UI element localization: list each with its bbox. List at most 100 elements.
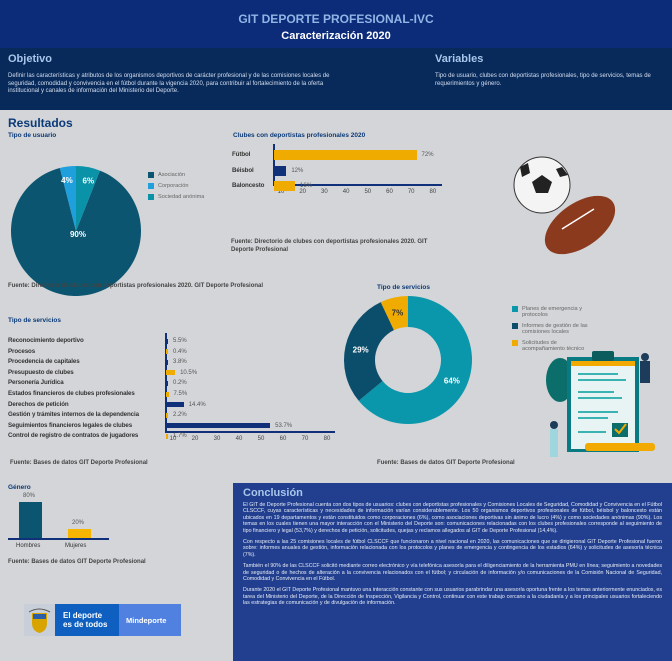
x-tick-label: 20 (299, 189, 307, 195)
sports-balls-illustration (513, 156, 616, 255)
donut-slice-0 (358, 296, 472, 424)
header: GIT DEPORTE PROFESIONAL-IVC Caracterizac… (0, 0, 672, 48)
bar (166, 349, 168, 355)
value-label: 14.4% (188, 401, 206, 408)
pie-label: 4% (61, 176, 73, 185)
value-label: 80% (23, 493, 36, 499)
value-label: 16% (300, 183, 313, 189)
conclusion-title: Conclusión (243, 487, 303, 499)
value-label: 2.2% (173, 412, 187, 419)
legend-label: Informes de gestión de las comisiones lo… (522, 323, 588, 335)
legend-label: Asociación (158, 172, 186, 178)
objective-band: Objetivo Definir las características y a… (0, 48, 672, 110)
pie-slice-0 (10, 168, 141, 296)
y-axis-line (273, 144, 275, 184)
x-tick-label: 60 (386, 189, 393, 195)
x-tick-label: 10 (169, 436, 177, 442)
bar (166, 359, 168, 365)
conclusion-paragraph: También el 90% de las CLSCCF solicitó me… (243, 563, 662, 583)
legend-label: Solicitudes de acompañamiento técnico (522, 340, 585, 352)
page-subtitle: Caracterización 2020 (281, 30, 391, 42)
x-tick-label: 30 (321, 189, 328, 195)
value-label: 72% (421, 152, 434, 158)
value-label: 1.7% (173, 433, 187, 440)
category-label: Procesos (8, 347, 36, 355)
user-type-legend: Asociación Corporación Sociedad anónima (148, 172, 228, 205)
category-label: Fútbol (232, 151, 251, 158)
value-label: 53.7% (275, 422, 293, 429)
donut-source: Fuente: Bases de datos GIT Deporte Profe… (377, 460, 515, 466)
value-label: 3.8% (173, 359, 187, 366)
donut-label: 64% (444, 377, 460, 386)
donut-label: 29% (353, 345, 369, 354)
category-label: Presupuesto de clubes (8, 368, 74, 376)
x-tick-label: 50 (364, 189, 372, 195)
bar (166, 433, 168, 439)
conclusion-paragraph: El GIT de Deporte Profesional cuenta con… (243, 502, 662, 534)
x-axis-line (273, 184, 442, 186)
bar (274, 150, 417, 160)
legend-label: Planes de emergencia y protocolos (522, 306, 583, 318)
donut-title: Tipo de servicios (377, 284, 430, 291)
bar (166, 412, 168, 418)
legend-item: Asociación (148, 172, 228, 178)
bar (274, 181, 296, 191)
bar (274, 165, 287, 176)
legend-item: Corporación (148, 183, 228, 189)
x-tick-label: 40 (235, 436, 243, 442)
bar (166, 402, 184, 408)
clubs-bar-chart: 10 20 30 40 50 60 70 80 Fútbol 72% Béisbol 12% Balon… (0, 0, 672, 240)
user-type-pie: 90% 4% 6% (10, 166, 141, 296)
donut-slice-1 (344, 302, 394, 401)
pie-label: 6% (83, 176, 95, 185)
value-label: 0.4% (173, 348, 187, 355)
bar (166, 423, 271, 429)
conclusion-box: Conclusión El GIT de Deporte Profesional… (233, 483, 672, 661)
category-label: Personería Jurídica (8, 379, 64, 387)
x-axis-line (8, 538, 109, 540)
donut-label: 7% (392, 309, 404, 318)
category-label: Control de registro de contratos de juga… (8, 432, 139, 440)
pie-slice-2 (76, 166, 100, 231)
gender-title: Género (8, 484, 31, 491)
category-label: Procedencia de capitales (8, 358, 80, 366)
page-title: GIT DEPORTE PROFESIONAL-IVC (238, 12, 434, 26)
slogan-line1: El deporte (63, 611, 103, 620)
x-tick-label: 60 (279, 436, 287, 442)
bar (19, 502, 42, 538)
legend-label: Corporación (158, 183, 189, 189)
gender-bar-chart: 80% Hombres 20% Mujeres (0, 0, 232, 560)
legend-swatch (148, 183, 154, 189)
bar (68, 529, 91, 538)
gender-source: Fuente: Bases de datos GIT Deporte Profe… (8, 559, 146, 565)
x-tick-label: 10 (277, 189, 285, 195)
x-tick-label: 80 (323, 436, 331, 442)
bar (166, 338, 168, 344)
pie-label: 90% (70, 230, 86, 239)
legend-item: Informes de gestión de las comisiones lo… (512, 323, 592, 335)
services-bar-chart: 10 20 30 40 50 60 70 80 Reconocimiento deportivo… (0, 0, 340, 470)
category-label: Derechos de petición (8, 400, 69, 408)
variables-text: Tipo de usuario, clubes con deportistas … (435, 73, 651, 87)
x-tick-label: 50 (257, 436, 265, 442)
x-axis-line (165, 431, 335, 433)
pie-slice-1 (59, 166, 76, 231)
category-label: Baloncesto (232, 182, 265, 189)
slogan-logo: El deporte es de todos (55, 604, 119, 636)
donut-slice-2 (380, 296, 408, 331)
category-label: Béisbol (232, 166, 254, 174)
legend-item: Sociedad anónima (148, 194, 228, 200)
objetivo-title: Objetivo (8, 53, 53, 65)
x-tick-label: 80 (429, 189, 437, 195)
services-title: Tipo de servicios (8, 317, 61, 324)
bar (166, 380, 168, 386)
value-label: 20% (72, 520, 85, 526)
user-type-source: Fuente: Directorio de clubes con deporti… (8, 283, 264, 289)
clipboard-illustration (546, 351, 655, 457)
bar (166, 391, 169, 397)
clubs-title: Clubes con deportistas profesionales 202… (233, 132, 366, 139)
legend-swatch (148, 172, 154, 178)
donut-legend: Planes de emergencia y protocolos Informe… (512, 306, 592, 357)
legend-item: Planes de emergencia y protocolos (512, 306, 592, 318)
category-label: Mujeres (65, 543, 87, 549)
